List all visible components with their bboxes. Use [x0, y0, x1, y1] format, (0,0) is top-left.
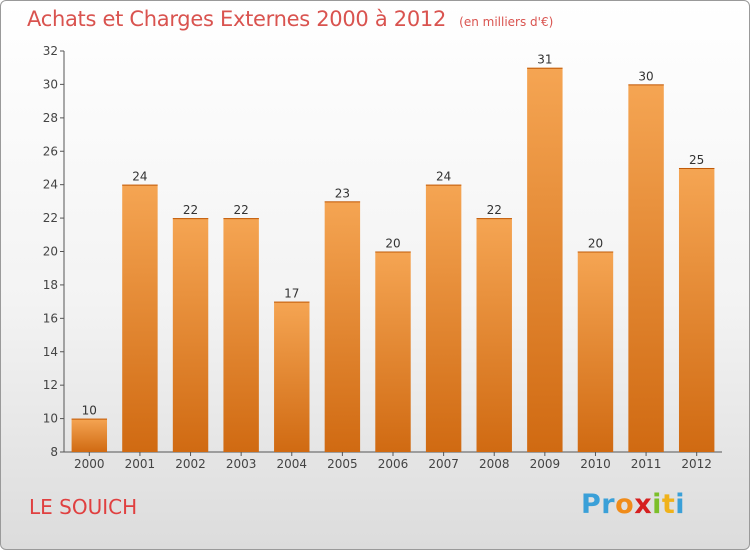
x-tick-label: 2001 — [125, 457, 156, 471]
y-tick-label: 18 — [43, 278, 58, 292]
y-tick-label: 30 — [43, 77, 58, 91]
y-tick-label: 14 — [43, 345, 58, 359]
x-tick-label: 2002 — [175, 457, 206, 471]
x-tick-label: 2011 — [631, 457, 662, 471]
chart-title: Achats et Charges Externes 2000 à 2012 (… — [27, 7, 553, 31]
data-label-2001: 24 — [132, 170, 147, 184]
bar-2006 — [375, 251, 411, 452]
y-tick-label: 8 — [50, 445, 58, 459]
bar-2000 — [71, 418, 108, 452]
y-tick-label: 28 — [43, 111, 58, 125]
x-tick-label: 2006 — [378, 457, 409, 471]
y-tick-label: 20 — [43, 245, 58, 259]
y-tick-label: 24 — [43, 178, 58, 192]
commune-name: LE SOUICH — [29, 495, 138, 519]
logo-letter: P — [581, 489, 602, 520]
x-tick-label: 2009 — [530, 457, 561, 471]
y-tick-label: 12 — [43, 378, 58, 392]
logo-letter: i — [652, 489, 662, 520]
bar-2004 — [274, 301, 310, 452]
data-label-2006: 20 — [385, 237, 400, 251]
y-tick-label: 10 — [43, 412, 58, 426]
logo-letter: i — [675, 489, 686, 520]
logo-letter: r — [601, 489, 616, 520]
y-tick-label: 26 — [43, 144, 58, 158]
x-tick-label: 2005 — [327, 457, 358, 471]
bar-2011 — [628, 84, 664, 453]
logo-letter: o — [615, 489, 635, 520]
y-tick-label: 22 — [43, 211, 58, 225]
data-label-2004: 17 — [284, 287, 299, 301]
x-tick-label: 2000 — [74, 457, 105, 471]
x-tick-label: 2007 — [428, 457, 459, 471]
unit-text: (en milliers d'€) — [459, 15, 554, 29]
data-label-2008: 22 — [487, 203, 502, 217]
data-label-2000: 10 — [82, 404, 97, 418]
data-label-2003: 22 — [234, 203, 249, 217]
data-label-2012: 25 — [689, 153, 704, 167]
bar-2008 — [476, 218, 512, 452]
x-tick-label: 2008 — [479, 457, 510, 471]
logo-letter: t — [661, 489, 676, 520]
data-label-2010: 20 — [588, 237, 603, 251]
y-tick-label: 16 — [43, 311, 58, 325]
data-label-2005: 23 — [335, 186, 350, 200]
bar-2001 — [122, 184, 158, 452]
bar-2002 — [172, 218, 209, 452]
bar-2009 — [527, 67, 563, 452]
data-label-2011: 30 — [638, 69, 653, 83]
bar-2005 — [324, 201, 361, 452]
x-tick-label: 2003 — [226, 457, 257, 471]
data-label-2009: 31 — [537, 53, 552, 67]
x-tick-label: 2012 — [681, 457, 712, 471]
logo-letter: x — [634, 489, 653, 520]
data-label-2007: 24 — [436, 170, 451, 184]
x-tick-label: 2010 — [580, 457, 611, 471]
bar-2003 — [223, 218, 259, 452]
proxiti-logo[interactable]: Proxiti — [581, 489, 685, 520]
y-tick-label: 32 — [43, 44, 58, 58]
data-label-2002: 22 — [183, 203, 198, 217]
title-text: Achats et Charges Externes 2000 à 2012 — [27, 7, 447, 31]
x-tick-label: 2004 — [276, 457, 307, 471]
bar-2010 — [577, 251, 614, 452]
bar-2012 — [678, 167, 715, 453]
bar-2007 — [425, 184, 462, 452]
